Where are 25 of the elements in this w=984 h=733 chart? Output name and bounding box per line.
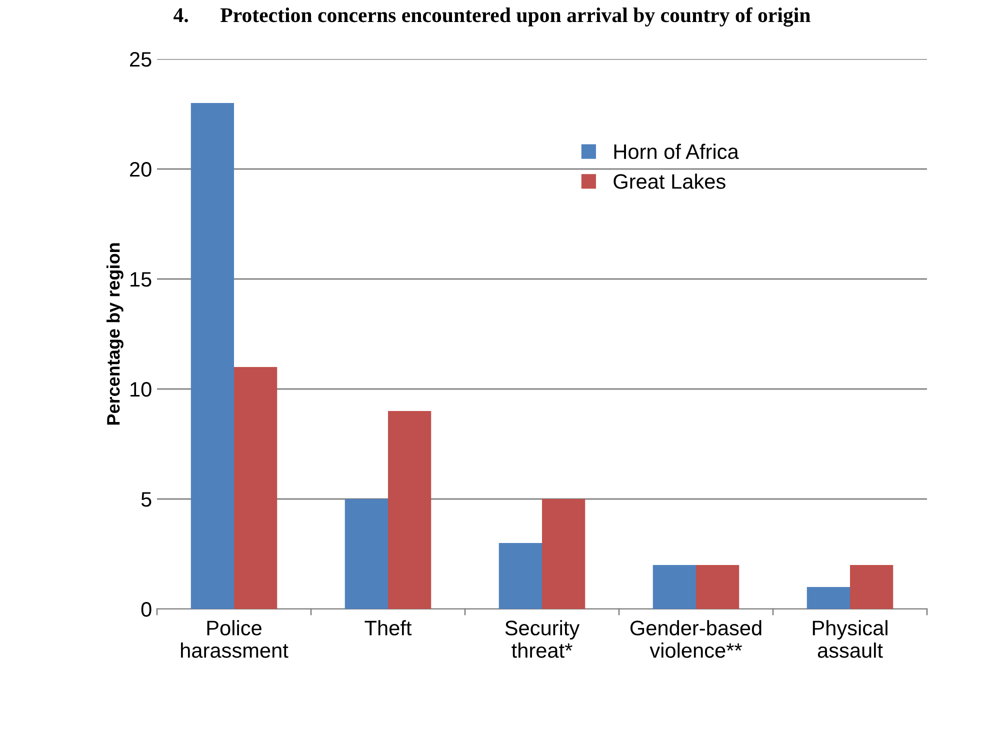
- bar: [344, 499, 388, 609]
- x-tick-label: Gender-based violence**: [630, 620, 762, 658]
- bar: [234, 367, 278, 609]
- y-tick-label: 10: [130, 382, 152, 397]
- y-tick-label: 20: [130, 162, 152, 177]
- y-axis-title: Percentage by region: [106, 243, 124, 425]
- x-tick-label: Physical assault: [812, 620, 888, 658]
- x-tick-label: Theft: [364, 620, 412, 636]
- bar: [696, 565, 740, 609]
- y-tick-label: 5: [141, 492, 152, 507]
- bar: [498, 543, 542, 609]
- y-tick-label: 15: [130, 272, 152, 287]
- bar: [652, 565, 696, 609]
- bar: [190, 103, 234, 609]
- legend-label: Horn of Africa: [614, 144, 739, 160]
- bar: [806, 587, 850, 609]
- bar: [850, 565, 894, 609]
- chart-title: 4. Protection concerns encountered upon arrival by country of origin: [174, 7, 810, 27]
- legend-label: Great Lakes: [614, 174, 726, 189]
- y-tick-label: 25: [130, 52, 152, 67]
- x-tick-label: Police harassment: [181, 620, 288, 658]
- x-tick-label: Security threat*: [505, 620, 580, 658]
- bar: [388, 411, 432, 609]
- y-tick-label: 0: [141, 602, 152, 617]
- bar: [542, 499, 586, 609]
